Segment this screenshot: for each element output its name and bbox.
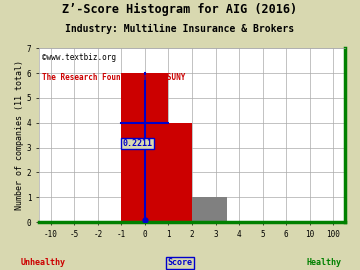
Text: 0.2211: 0.2211 — [123, 139, 153, 148]
Text: The Research Foundation of SUNY: The Research Foundation of SUNY — [42, 73, 185, 82]
Text: ©www.textbiz.org: ©www.textbiz.org — [42, 53, 116, 62]
Bar — [168, 123, 192, 222]
Text: Industry: Multiline Insurance & Brokers: Industry: Multiline Insurance & Brokers — [66, 24, 294, 34]
Text: Unhealthy: Unhealthy — [21, 258, 66, 267]
Text: Healthy: Healthy — [306, 258, 342, 267]
Y-axis label: Number of companies (11 total): Number of companies (11 total) — [15, 60, 24, 210]
Bar — [121, 73, 168, 222]
Bar — [192, 197, 227, 222]
Text: Score: Score — [167, 258, 193, 267]
Text: Z’-Score Histogram for AIG (2016): Z’-Score Histogram for AIG (2016) — [62, 3, 298, 16]
